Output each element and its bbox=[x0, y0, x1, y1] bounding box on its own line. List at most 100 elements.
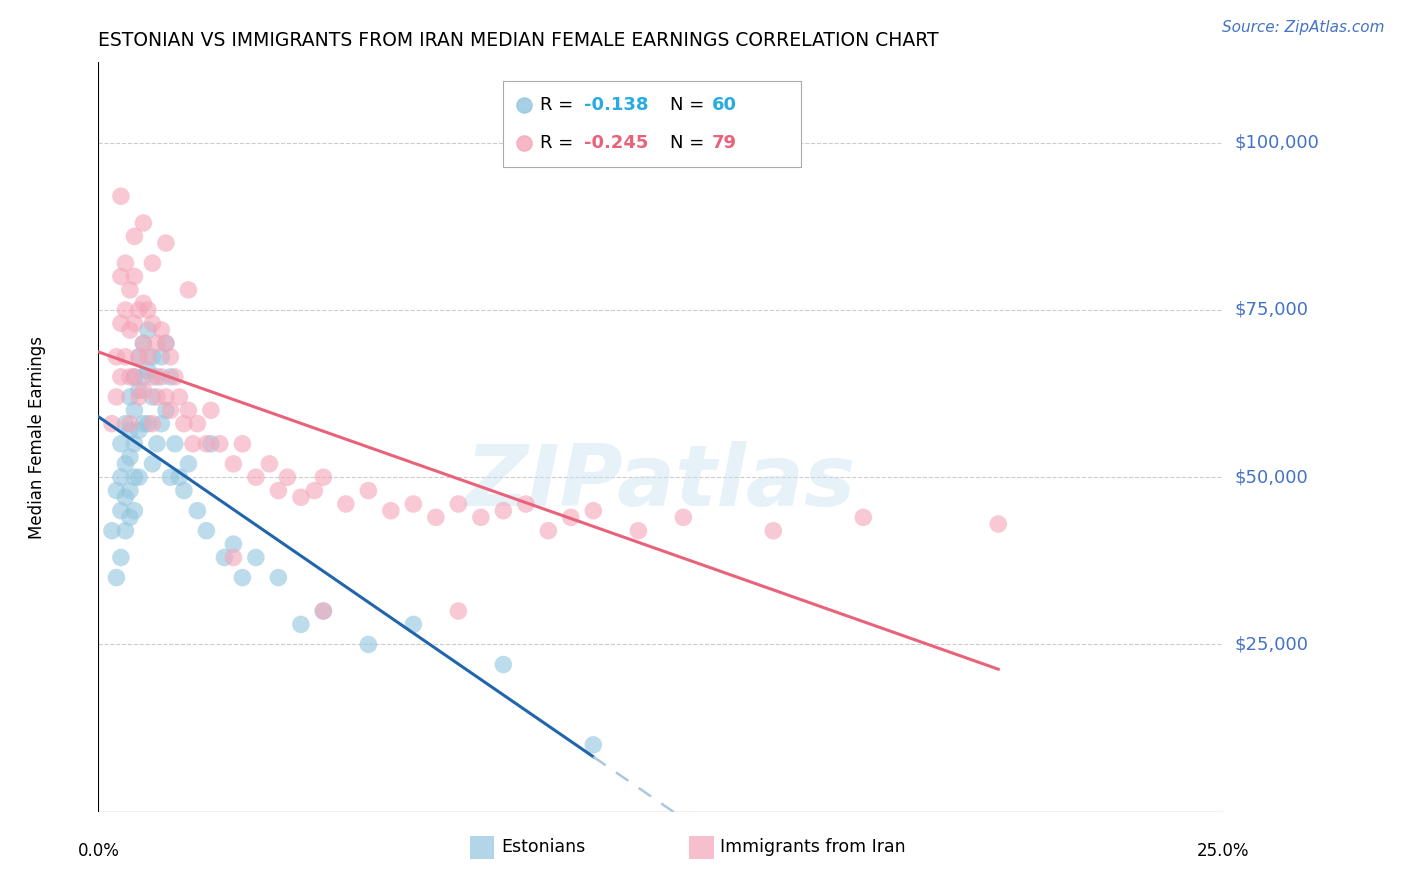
Point bbox=[132, 417, 155, 431]
Point bbox=[222, 550, 245, 565]
Point bbox=[114, 256, 136, 270]
Point bbox=[582, 738, 605, 752]
Point bbox=[231, 436, 253, 450]
Point bbox=[114, 417, 136, 431]
Point bbox=[128, 390, 150, 404]
Point bbox=[155, 336, 177, 351]
Point bbox=[222, 457, 245, 471]
Point bbox=[177, 283, 200, 297]
Point bbox=[672, 510, 695, 524]
Text: -0.138: -0.138 bbox=[585, 96, 648, 114]
Point bbox=[582, 503, 605, 517]
Point bbox=[290, 490, 312, 504]
Point bbox=[402, 617, 425, 632]
Point bbox=[114, 490, 136, 504]
Point bbox=[150, 323, 173, 337]
Text: R =: R = bbox=[540, 134, 579, 153]
Point bbox=[110, 550, 132, 565]
Point bbox=[114, 350, 136, 364]
Point bbox=[114, 457, 136, 471]
Point bbox=[150, 417, 173, 431]
Point bbox=[380, 503, 402, 517]
Text: 0.0%: 0.0% bbox=[77, 842, 120, 860]
Point bbox=[537, 524, 560, 538]
Point bbox=[312, 604, 335, 618]
Point bbox=[987, 516, 1010, 531]
Point bbox=[208, 436, 231, 450]
Point bbox=[114, 524, 136, 538]
Point bbox=[141, 369, 163, 384]
Point bbox=[146, 336, 169, 351]
Point bbox=[492, 503, 515, 517]
Text: Estonians: Estonians bbox=[501, 838, 585, 856]
Point bbox=[163, 436, 186, 450]
Text: R =: R = bbox=[540, 96, 579, 114]
Point bbox=[118, 283, 141, 297]
Point bbox=[124, 436, 146, 450]
Point bbox=[159, 369, 181, 384]
Point bbox=[110, 369, 132, 384]
Point bbox=[425, 510, 447, 524]
Point bbox=[150, 369, 173, 384]
Text: ZIPatlas: ZIPatlas bbox=[465, 441, 856, 524]
Point bbox=[136, 417, 159, 431]
Point bbox=[357, 483, 380, 498]
Point bbox=[124, 503, 146, 517]
Point bbox=[110, 503, 132, 517]
Point bbox=[124, 229, 146, 244]
Point bbox=[114, 302, 136, 317]
Point bbox=[118, 483, 141, 498]
Point bbox=[118, 423, 141, 437]
Point bbox=[141, 350, 163, 364]
Point bbox=[118, 417, 141, 431]
Text: Median Female Earnings: Median Female Earnings bbox=[28, 335, 45, 539]
Point bbox=[470, 510, 492, 524]
Point bbox=[105, 390, 128, 404]
Point bbox=[136, 323, 159, 337]
Point bbox=[141, 457, 163, 471]
Text: $50,000: $50,000 bbox=[1234, 468, 1308, 486]
Point bbox=[141, 417, 163, 431]
Point bbox=[335, 497, 357, 511]
Point bbox=[132, 296, 155, 310]
Point bbox=[136, 363, 159, 377]
Point bbox=[105, 350, 128, 364]
Text: -0.245: -0.245 bbox=[585, 134, 648, 153]
Point bbox=[245, 470, 267, 484]
Point bbox=[186, 503, 208, 517]
Point bbox=[159, 403, 181, 417]
Point bbox=[128, 470, 150, 484]
Point bbox=[124, 369, 146, 384]
Point bbox=[128, 350, 150, 364]
Point bbox=[214, 550, 236, 565]
Point bbox=[267, 571, 290, 585]
Point bbox=[101, 524, 124, 538]
Point bbox=[447, 497, 470, 511]
Point bbox=[177, 457, 200, 471]
Point bbox=[124, 269, 146, 284]
Point bbox=[132, 336, 155, 351]
Point bbox=[492, 657, 515, 672]
Point bbox=[560, 510, 582, 524]
Point bbox=[118, 323, 141, 337]
Point bbox=[132, 384, 155, 398]
Point bbox=[128, 302, 150, 317]
Point bbox=[402, 497, 425, 511]
Point bbox=[110, 316, 132, 330]
Point bbox=[124, 316, 146, 330]
Point bbox=[146, 369, 169, 384]
Point bbox=[124, 470, 146, 484]
Point bbox=[169, 470, 191, 484]
Point bbox=[627, 524, 650, 538]
Point bbox=[163, 369, 186, 384]
Bar bbox=[689, 837, 714, 859]
Point bbox=[852, 510, 875, 524]
Point bbox=[177, 403, 200, 417]
Text: 79: 79 bbox=[711, 134, 737, 153]
Point bbox=[110, 269, 132, 284]
Point bbox=[159, 350, 181, 364]
Point bbox=[357, 637, 380, 651]
Text: $25,000: $25,000 bbox=[1234, 635, 1309, 654]
Point bbox=[159, 470, 181, 484]
Point bbox=[267, 483, 290, 498]
